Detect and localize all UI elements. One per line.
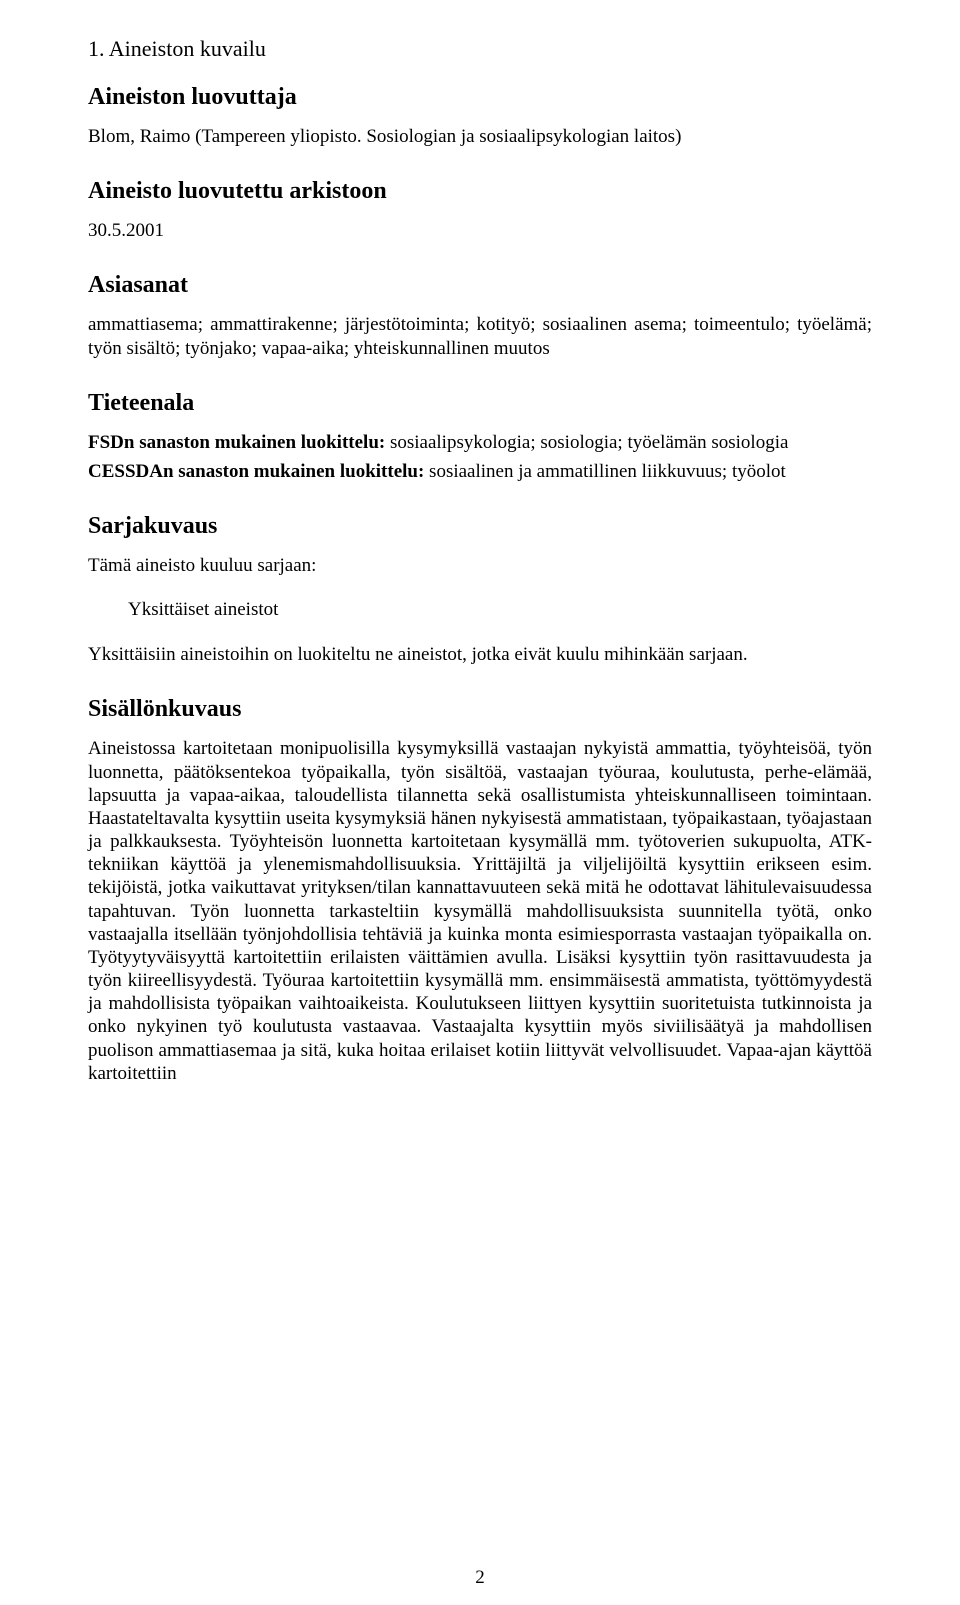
value-cessda: sosiaalinen ja ammatillinen liikkuvuus; … xyxy=(424,461,785,482)
text-cessda-luokittelu: CESSDAn sanaston mukainen luokittelu: so… xyxy=(88,460,872,483)
heading-aineisto-luovutettu-arkistoon: Aineisto luovutettu arkistoon xyxy=(88,178,872,205)
text-fsdn-luokittelu: FSDn sanaston mukainen luokittelu: sosia… xyxy=(88,431,872,454)
heading-sisallonkuvaus: Sisällönkuvaus xyxy=(88,696,872,723)
text-asiasanat: ammattiasema; ammattirakenne; järjestöto… xyxy=(88,313,872,359)
page: 1. Aineiston kuvailu Aineiston luovuttaj… xyxy=(0,0,960,1605)
text-sarjakuvaus-item: Yksittäiset aineistot xyxy=(128,599,872,621)
heading-aineiston-luovuttaja: Aineiston luovuttaja xyxy=(88,84,872,111)
label-cessda: CESSDAn sanaston mukainen luokittelu: xyxy=(88,461,424,482)
heading-sarjakuvaus: Sarjakuvaus xyxy=(88,513,872,540)
text-sarjakuvaus-lead: Tämä aineisto kuuluu sarjaan: xyxy=(88,554,872,577)
section-number-heading: 1. Aineiston kuvailu xyxy=(88,36,872,62)
text-sisallonkuvaus: Aineistossa kartoitetaan monipuolisilla … xyxy=(88,737,872,1085)
value-fsdn: sosiaalipsykologia; sosiologia; työelämä… xyxy=(385,432,788,453)
page-number: 2 xyxy=(0,1567,960,1589)
heading-asiasanat: Asiasanat xyxy=(88,272,872,299)
heading-tieteenala: Tieteenala xyxy=(88,390,872,417)
text-luovuttaja: Blom, Raimo (Tampereen yliopisto. Sosiol… xyxy=(88,125,872,148)
label-fsdn: FSDn sanaston mukainen luokittelu: xyxy=(88,432,385,453)
text-arkistoon-date: 30.5.2001 xyxy=(88,219,872,242)
text-sarjakuvaus-desc: Yksittäisiin aineistoihin on luokiteltu … xyxy=(88,643,872,666)
